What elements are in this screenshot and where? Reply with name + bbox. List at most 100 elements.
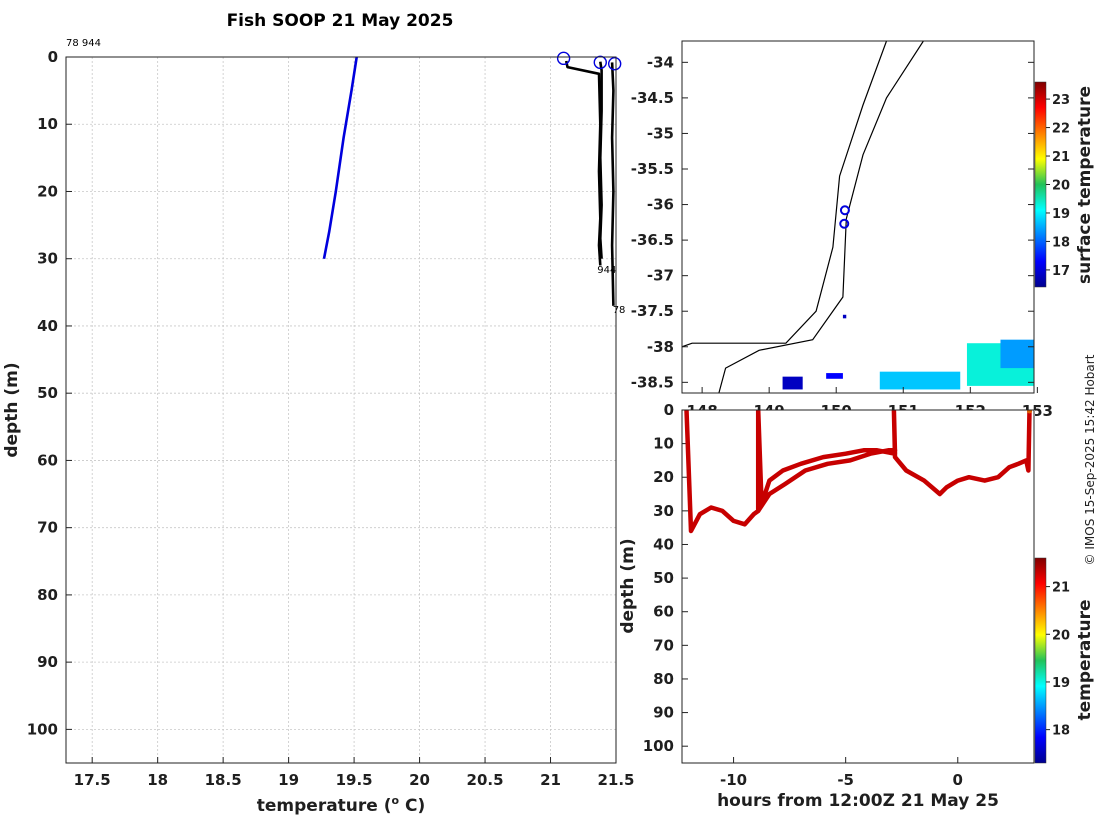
temperature-colorbar-ticks: 18 19 20 21 (1046, 581, 1070, 739)
profile-x-tick-label: 20.5 (467, 771, 504, 789)
temperature-colorbar: 18 19 20 21 temperature (1034, 557, 1095, 764)
profile-surface-marker (607, 57, 622, 71)
track-y-tick-label: 90 (653, 704, 674, 722)
sst-colorbar: 17 18 19 20 21 22 23 surface temperature (1034, 81, 1095, 288)
track-depth-trace (684, 410, 1033, 534)
track-panel: -10 -5 0 0 10 20 30 40 50 60 70 80 90 100 hours from… (618, 401, 1035, 811)
sst-patch (826, 373, 843, 379)
sst-colorbar-tick-label: 22 (1052, 122, 1070, 137)
profile-y-axis-label: depth (m) (2, 362, 22, 457)
ship-positions (839, 205, 850, 229)
temperature-colorbar-tick-label: 21 (1052, 581, 1070, 596)
map-lat-tick-label: -34.5 (631, 89, 674, 107)
profile-series-944 (564, 60, 602, 266)
track-y-ticks: 0 10 20 30 40 50 60 70 80 90 100 (643, 401, 688, 755)
coastline-outer (682, 41, 888, 348)
profile-x-tick-label: 20 (409, 771, 430, 789)
temperature-colorbar-tick-label: 19 (1052, 676, 1070, 691)
map-lat-tick-label: -36 (647, 196, 674, 214)
track-x-tick-label: -5 (837, 771, 854, 789)
figure-title: Fish SOOP 21 May 2025 (227, 11, 454, 31)
profile-y-tick-label: 10 (37, 115, 58, 133)
sst-colorbar-tick-label: 18 (1052, 235, 1070, 250)
profile-y-tick-label: 50 (37, 384, 58, 402)
track-frame (681, 409, 1035, 764)
map-lat-ticks: -34 -34.5 -35 -35.5 -36 -36.5 -37 -37.5 -38 -38.5 (631, 53, 1034, 391)
profile-y-tick-label: 100 (27, 720, 58, 738)
track-trace-primary (684, 410, 1032, 534)
sst-patch (842, 314, 847, 319)
map-lon-label-mask (681, 410, 1035, 418)
map-lat-tick-label: -35 (647, 124, 674, 142)
profile-y-tick-label: 0 (48, 48, 58, 66)
profile-y-tick-label: 30 (37, 250, 58, 268)
map-lon-ticks: 148149150151152153 (681, 387, 1053, 420)
sst-colorbar-tick-label: 23 (1052, 93, 1070, 108)
map-lat-tick-label: -37 (647, 267, 674, 285)
map-lat-tick-label: -38.5 (631, 373, 674, 391)
map-lat-tick-label: -36.5 (631, 231, 674, 249)
map-panel: -34 -34.5 -35 -35.5 -36 -36.5 -37 -37.5 -38 -38.5… (631, 40, 1053, 420)
sst-colorbar-tick-label: 20 (1052, 179, 1070, 194)
profile-x-tick-label: 19 (278, 771, 299, 789)
profile-x-tick-label: 19.5 (336, 771, 373, 789)
track-endpoint-dot (1027, 410, 1033, 414)
track-y-tick-label: 100 (643, 737, 674, 755)
sst-colorbar-tick-label: 21 (1052, 150, 1070, 165)
track-y-axis-label: depth (m) (618, 538, 638, 633)
profile-top-label: 78 944 (66, 38, 101, 49)
profile-frame (65, 56, 617, 764)
track-y-tick-label: 30 (653, 502, 674, 520)
track-y-tick-label: 50 (653, 569, 674, 587)
profile-y-tick-label: 20 (37, 182, 58, 200)
sst-patch (879, 371, 961, 390)
profile-series-944b (598, 61, 603, 259)
map-lat-tick-label: -34 (647, 53, 674, 71)
sst-colorbar-tick-label: 19 (1052, 207, 1070, 222)
profile-x-tick-label: 18.5 (205, 771, 242, 789)
temperature-colorbar-tick-label: 18 (1052, 724, 1070, 739)
temperature-colorbar-label: temperature (1075, 599, 1095, 720)
profile-series-model (322, 57, 358, 259)
track-y-tick-label: 20 (653, 468, 674, 486)
temperature-colorbar-tick-label: 20 (1052, 628, 1070, 643)
sst-patch (1000, 339, 1034, 369)
ship-position-marker (839, 218, 850, 229)
profile-x-tick-label: 17.5 (74, 771, 111, 789)
profile-panel: 17.5 18 18.5 19 19.5 20 20.5 21 21.5 0 10 20 30 40 50… (2, 38, 635, 816)
profile-y-tick-label: 70 (37, 519, 58, 537)
credit-text: © IMOS 15-Sep-2025 15:42 Hobart (1083, 354, 1097, 565)
profile-y-ticks: 0 10 20 30 40 50 60 70 80 90 100 (27, 48, 72, 738)
ship-position-marker (839, 205, 850, 216)
profile-y-tick-label: 40 (37, 317, 58, 335)
track-x-ticks: -10 -5 0 (720, 757, 963, 789)
coastline (682, 41, 924, 393)
profile-surface-marker (556, 51, 571, 66)
track-x-axis-label: hours from 12:00Z 21 May 25 (717, 791, 999, 811)
track-y-tick-label: 0 (664, 401, 674, 419)
track-x-tick-label: 0 (953, 771, 963, 789)
map-frame (681, 40, 1035, 394)
profile-y-tick-label: 80 (37, 586, 58, 604)
profile-x-axis-label: temperature (o C) (257, 794, 426, 816)
profile-end-label: 944 (597, 265, 616, 276)
sst-colorbar-tick-label: 17 (1052, 264, 1070, 279)
profile-markers: 944 78 (556, 51, 626, 316)
profile-x-tick-label: 21 (540, 771, 561, 789)
profile-series-78 (610, 62, 615, 306)
track-y-tick-label: 40 (653, 535, 674, 553)
profile-lines (322, 57, 615, 306)
track-x-tick-label: -10 (720, 771, 747, 789)
temperature-colorbar-gradient (1034, 557, 1047, 764)
profile-x-tick-label: 21.5 (597, 771, 634, 789)
sst-heatmap (782, 314, 1034, 390)
sst-colorbar-gradient (1034, 81, 1047, 288)
sst-colorbar-label: surface temperature (1075, 86, 1095, 284)
profile-end-label: 78 (613, 305, 626, 316)
track-y-tick-label: 80 (653, 670, 674, 688)
profile-x-ticks: 17.5 18 18.5 19 19.5 20 20.5 21 21.5 (74, 757, 635, 789)
profile-y-tick-label: 60 (37, 451, 58, 469)
coastline-inner (718, 41, 924, 393)
map-lat-tick-label: -38 (647, 338, 674, 356)
